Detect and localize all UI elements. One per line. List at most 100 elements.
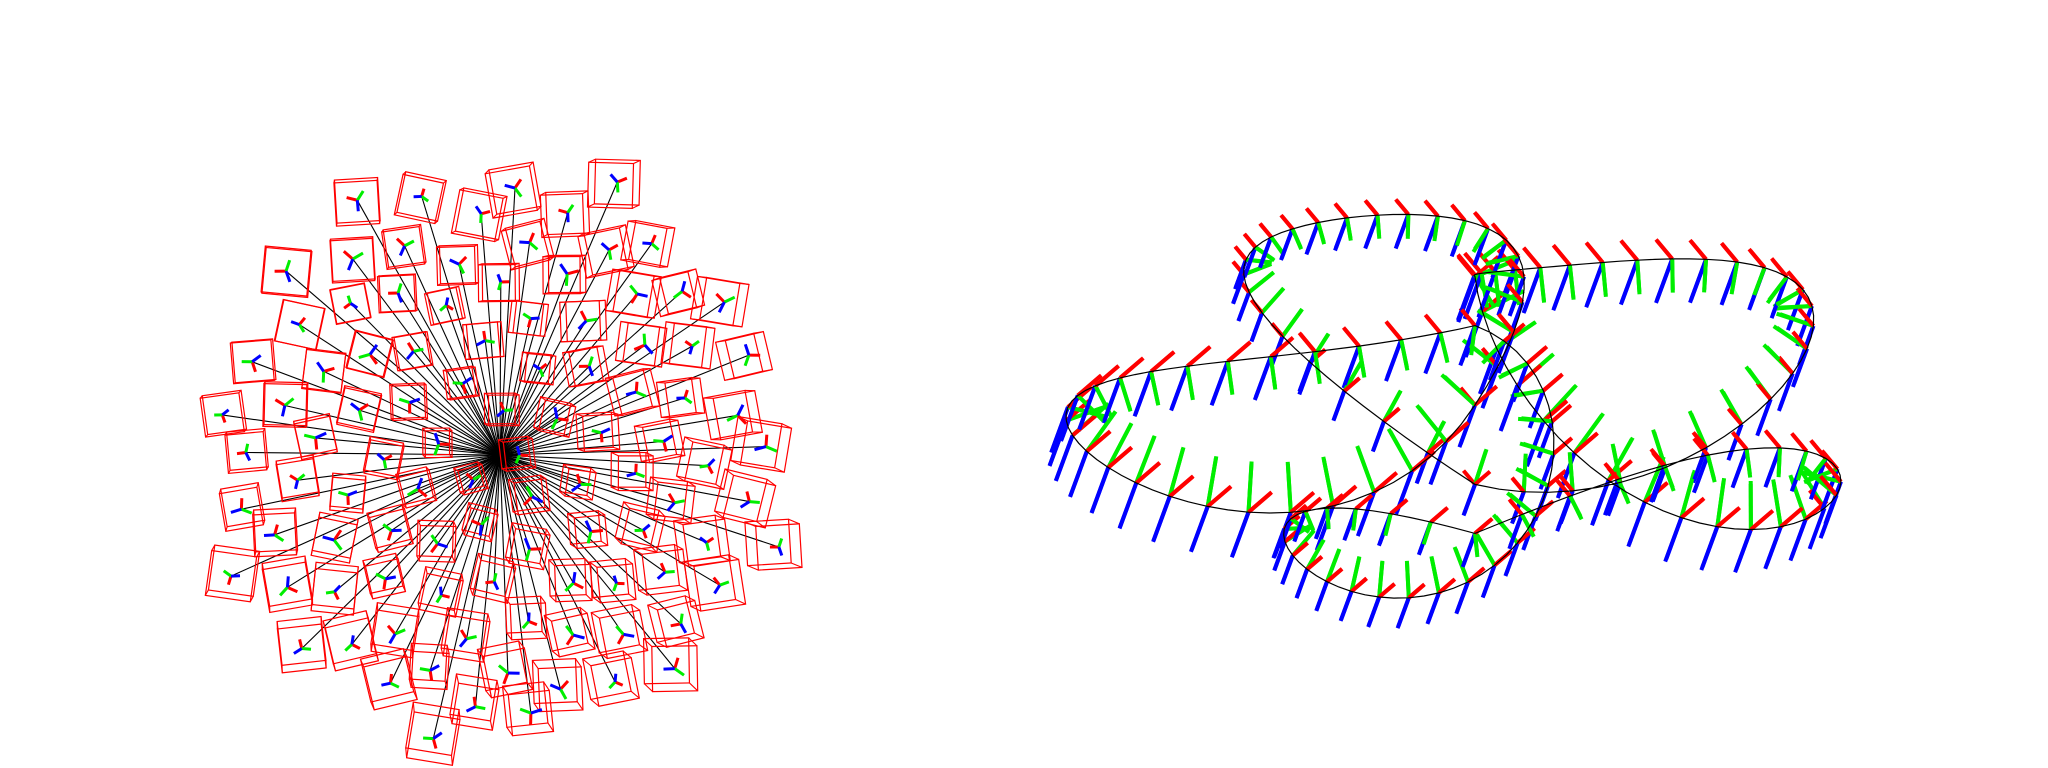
frustum-edge <box>666 227 675 229</box>
frustum-edge <box>735 599 746 605</box>
axis-y <box>1611 446 1623 483</box>
axis-x <box>1342 376 1361 393</box>
frustum-edge <box>674 544 684 550</box>
axis-x <box>236 451 246 456</box>
frustum-edge <box>449 454 453 458</box>
axis-y <box>1616 478 1631 505</box>
frustum-back-face <box>660 321 708 369</box>
axis-x <box>1689 240 1708 261</box>
camera-ray <box>499 212 569 456</box>
axis-z <box>1689 258 1708 301</box>
axis-y <box>1600 262 1608 295</box>
camera-axes <box>1744 365 1773 437</box>
frustum-edge <box>484 392 489 396</box>
axis-y <box>497 664 509 675</box>
camera-frustum <box>262 381 309 429</box>
frustum-edge <box>539 563 544 570</box>
axis-x <box>1333 202 1349 220</box>
axis-z <box>1333 217 1349 252</box>
axis-x <box>1603 462 1620 481</box>
axis-y <box>608 680 617 690</box>
frustum-edge <box>478 300 483 303</box>
frustum-edge <box>483 485 489 489</box>
axis-x <box>558 208 569 215</box>
frustum-edge <box>269 606 271 613</box>
frustum-edge <box>372 430 375 433</box>
frustum-back-face <box>359 648 415 703</box>
axis-y <box>1415 404 1448 443</box>
axis-x <box>670 622 682 628</box>
frustum-edge <box>413 273 416 276</box>
trajectory <box>1065 213 1842 599</box>
axis-y <box>1500 361 1529 378</box>
axis-x <box>1552 437 1572 456</box>
frustum-back-face <box>543 606 589 652</box>
frustum-edge <box>402 443 405 447</box>
frustum-edge <box>495 509 499 516</box>
camera-frustum <box>507 299 550 338</box>
axis-x <box>667 492 676 504</box>
frustum-edge <box>579 607 588 614</box>
axis-z <box>1424 332 1443 371</box>
frustum-edge <box>563 463 570 470</box>
camera-axes <box>1721 391 1744 458</box>
axis-z <box>1059 394 1080 441</box>
axis-x <box>499 401 506 412</box>
axis-y <box>1351 508 1358 531</box>
camera-axes <box>1443 375 1477 445</box>
camera-axes <box>1396 562 1426 628</box>
camera-axes <box>1377 498 1409 547</box>
axis-x <box>1649 447 1667 467</box>
frustum-edge <box>440 647 444 656</box>
axis-x <box>1692 432 1708 450</box>
axis-y <box>612 582 618 592</box>
frustum-edge <box>310 250 313 253</box>
axis-x <box>1748 249 1767 269</box>
camera-axes <box>1552 244 1576 310</box>
frustum-edge <box>374 278 376 281</box>
axis-y <box>1225 361 1235 393</box>
camera-frustum <box>633 418 686 464</box>
frustum-edge <box>402 585 406 592</box>
camera-frustum <box>542 254 587 295</box>
axis-y <box>525 485 534 498</box>
frustum-edge <box>500 227 506 232</box>
frustum-edge <box>661 416 670 419</box>
frustum-edge <box>647 317 655 319</box>
camera-frustum <box>500 217 555 271</box>
frustum-edge <box>382 376 385 378</box>
frustum-edge <box>446 645 450 654</box>
camera-ray <box>432 454 501 739</box>
axis-y <box>705 542 711 551</box>
frustum-edge <box>354 329 357 332</box>
frustum-back-face <box>604 368 654 417</box>
frustum-edge <box>362 509 364 514</box>
axis-y <box>352 251 364 261</box>
axis-z <box>713 584 721 595</box>
axis-y <box>475 705 486 711</box>
frustum-edge <box>504 597 511 605</box>
frustum-edge <box>567 513 575 519</box>
axis-y <box>629 284 639 295</box>
axis-y <box>1484 285 1524 304</box>
frustum-edge <box>437 283 441 286</box>
axis-z <box>409 397 421 405</box>
frustum-edge <box>328 413 331 417</box>
axis-y <box>1662 464 1676 492</box>
axis-y <box>1405 562 1411 598</box>
frustum-edge <box>381 229 384 233</box>
axis-y <box>1522 441 1555 456</box>
axis-x <box>274 398 286 407</box>
axis-x <box>1506 283 1525 304</box>
axis-z <box>625 390 637 397</box>
frustum-edge <box>715 483 725 490</box>
camera-axes <box>1416 506 1450 556</box>
axis-y <box>1432 215 1440 242</box>
frustum-edge <box>293 507 297 514</box>
frustum-edge <box>329 506 331 511</box>
frustum-edge <box>218 488 222 494</box>
camera-frustum <box>333 176 381 227</box>
axis-y <box>1483 339 1506 362</box>
axis-z <box>437 542 449 549</box>
axis-x <box>351 643 361 650</box>
